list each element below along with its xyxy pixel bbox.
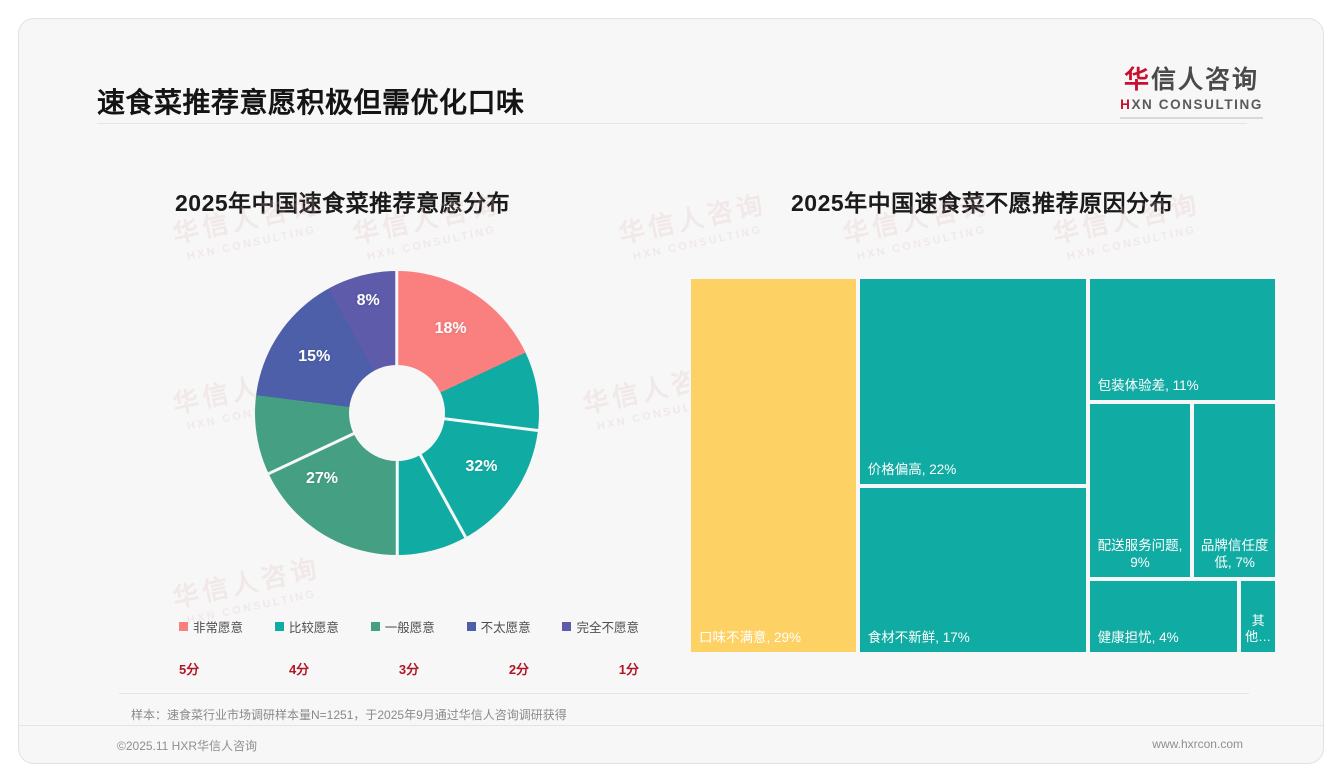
logo-underline [1120,117,1263,120]
watermark-en: HXN CONSULTING [632,223,764,263]
watermark-cn: 华信人咨询 [170,552,324,614]
legend-item[interactable]: 一般愿意 [370,617,435,636]
footnote-divider [119,693,1249,694]
treemap-tile-label: 食材不新鲜, 17% [867,629,970,645]
score-label: 4分 [288,662,310,677]
score-label: 1分 [618,662,639,677]
copyright-text: ©2025.11 HXR华信人咨询 [117,739,257,753]
left-chart-title: 2025年中国速食菜推荐意愿分布 [175,190,511,216]
treemap-tile-label: 其他… [1245,612,1272,645]
donut-chart: 18% 32% 27% 15% 8% [255,271,539,555]
right-chart-title: 2025年中国速食菜不愿推荐原因分布 [791,190,1174,216]
company-logo: 华信人咨询 HXN CONSULTING [1120,67,1263,120]
legend-swatch [562,622,572,631]
logo-english-text: HXN CONSULTING [1120,97,1263,112]
treemap-tile[interactable]: 食材不新鲜, 17% [857,486,1088,654]
treemap-tile[interactable]: 品牌信任度低, 7% [1192,402,1277,580]
watermark-en: HXN CONSULTING [856,223,988,263]
watermark-en: HXN CONSULTING [186,223,318,263]
treemap-tile-label: 口味不满意, 29% [699,629,802,645]
treemap-tile[interactable]: 价格偏高, 22% [857,277,1088,487]
donut-slice-label: 32% [465,457,498,475]
page-title: 速食菜推荐意愿积极但需优化口味 [97,87,525,118]
legend-label: 比较愿意 [288,621,339,635]
footer-divider [19,725,1323,726]
legend-item[interactable]: 完全不愿意 [562,617,639,636]
treemap-tile-label: 配送服务问题, 9% [1097,537,1183,571]
watermark-en: HXN CONSULTING [366,223,498,263]
watermark-cn: 华信人咨询 [616,188,770,250]
donut-slice-label: 8% [356,291,380,309]
legend-label: 一般愿意 [384,621,435,635]
treemap-tile[interactable]: 其他… [1239,579,1277,654]
score-label: 5分 [179,662,200,677]
treemap-tile-label: 价格偏高, 22% [867,461,957,477]
treemap-tile[interactable]: 口味不满意, 29% [689,277,858,654]
legend-label: 非常愿意 [193,621,244,635]
watermark-en: HXN CONSULTING [1066,223,1198,263]
logo-rest-chars: 信人咨询 [1151,66,1260,94]
treemap-tile[interactable]: 配送服务问题, 9% [1087,402,1193,580]
header-divider [97,123,1247,124]
treemap-tile-label: 品牌信任度低, 7% [1200,537,1269,571]
logo-chinese-text: 华信人咨询 [1120,67,1263,93]
slide-header: 速食菜推荐意愿积极但需优化口味 华信人咨询 HXN CONSULTING [19,19,1323,123]
legend-swatch [179,622,188,631]
legend-swatch [370,622,380,631]
treemap-chart: 口味不满意, 29% 价格偏高, 22% 食材不新鲜, 17% 包装体验差, 11% 配… [689,277,1277,654]
logo-en-accent: H [1120,97,1132,113]
donut-slice-label: 15% [298,347,331,365]
donut-slice-label: 27% [305,470,338,488]
donut-slice-label: 18% [434,319,467,337]
treemap-tile-label: 健康担忧, 4% [1097,629,1179,645]
website-link[interactable]: www.hxrcon.com [1152,737,1243,751]
legend-label: 完全不愿意 [576,621,639,635]
legend-label: 不太愿意 [480,621,531,635]
legend-item[interactable]: 非常愿意 [179,617,243,636]
legend-swatch [274,622,284,631]
treemap-tile-label: 包装体验差, 11% [1097,377,1199,393]
donut-slice-divider [395,413,399,555]
score-label: 3分 [398,662,420,677]
treemap-tile[interactable]: 包装体验差, 11% [1087,277,1277,403]
slide-canvas: 速食菜推荐意愿积极但需优化口味 华信人咨询 HXN CONSULTING 202… [18,18,1324,764]
legend-item[interactable]: 比较愿意 [274,617,339,636]
logo-en-rest: XN CONSULTING [1131,97,1263,113]
legend-item[interactable]: 不太愿意 [466,617,531,636]
legend-swatch [466,622,476,631]
donut-hole [349,365,445,461]
sample-note: 样本：速食菜行业市场调研样本量N=1251，于2025年9月通过华信人咨询调研获… [131,708,567,722]
score-label: 2分 [508,662,530,677]
treemap-tile[interactable]: 健康担忧, 4% [1087,579,1240,654]
donut-score-row: 5分 4分 3分 2分 1分 [179,659,639,678]
donut-legend: 非常愿意 比较愿意 一般愿意 不太愿意 完全不愿意 [179,617,639,636]
logo-accent-char: 华 [1124,66,1152,94]
